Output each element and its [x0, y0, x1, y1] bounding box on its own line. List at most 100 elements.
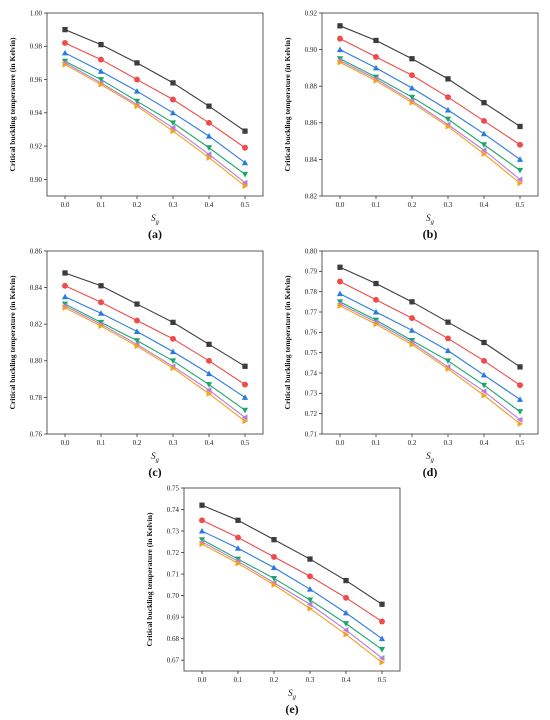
- series-1-point: [373, 280, 379, 287]
- series-2-point: [271, 553, 277, 560]
- x-tick-label: 0.3: [444, 201, 453, 209]
- series-6: [62, 61, 249, 190]
- series-3-point: [97, 310, 105, 316]
- series-2: [337, 278, 523, 389]
- series-2-line: [339, 38, 521, 146]
- y-tick-label: 0.78: [30, 394, 43, 402]
- x-tick-label: 0.0: [61, 439, 70, 447]
- panel-label: (d): [423, 465, 438, 478]
- series-1: [62, 27, 248, 134]
- series-2-point: [134, 317, 140, 324]
- series-1-point: [307, 556, 313, 562]
- y-tick-label: 0.73: [305, 390, 318, 398]
- series-5-line: [201, 541, 383, 659]
- panel-label: (e): [285, 702, 298, 716]
- y-tick-label: 0.72: [305, 410, 318, 418]
- x-tick-label: 0.0: [336, 201, 345, 209]
- series-6-line: [64, 307, 246, 422]
- series-3-point: [342, 609, 350, 616]
- plot-frame: [46, 12, 264, 197]
- series-5-point: [169, 124, 176, 131]
- y-tick-label: 0.79: [305, 268, 318, 276]
- series-2-point: [170, 96, 176, 103]
- series-3-point: [205, 370, 213, 377]
- series-3-point: [444, 106, 452, 113]
- series-2-point: [62, 40, 68, 46]
- series-3-point: [234, 545, 242, 551]
- series-3-point: [480, 130, 488, 137]
- series-2-point: [409, 315, 415, 322]
- series-3-point: [306, 586, 314, 592]
- series-2-point: [517, 382, 523, 389]
- series-1-point: [271, 537, 277, 543]
- x-tick-label: 0.5: [241, 201, 250, 209]
- series-1-point: [517, 123, 523, 130]
- series-5-point: [241, 179, 248, 186]
- series-2-point: [235, 534, 241, 541]
- series-4-point: [378, 646, 386, 653]
- series-1: [62, 270, 248, 369]
- series-5-point: [516, 416, 523, 423]
- series-2-point: [337, 35, 343, 42]
- series-3-point: [408, 84, 416, 91]
- series-4: [336, 299, 524, 415]
- y-tick-label: 0.88: [305, 83, 318, 91]
- series-6-point: [373, 321, 380, 328]
- series-1-point: [242, 128, 248, 134]
- series-2-point: [373, 53, 379, 60]
- x-tick-label: 0.2: [133, 201, 142, 209]
- series-3-point: [97, 68, 105, 74]
- series-4-point: [408, 337, 416, 344]
- series-3-point: [133, 328, 141, 334]
- series-6-point: [98, 322, 105, 330]
- y-tick-label: 0.84: [305, 156, 318, 164]
- plot-frame: [321, 250, 539, 435]
- series-6-point: [134, 103, 141, 110]
- series-6: [199, 540, 386, 666]
- plot-frame: [46, 250, 264, 435]
- series-2: [62, 40, 248, 151]
- series-4: [61, 58, 249, 178]
- series-3-line: [339, 49, 521, 160]
- series-1-point: [481, 100, 487, 106]
- panel-label: (a): [148, 227, 162, 240]
- series-6-point: [170, 128, 177, 135]
- y-tick-label: 0.76: [305, 329, 318, 337]
- x-tick-label: 0.4: [480, 201, 489, 209]
- series-6-point: [170, 365, 177, 372]
- y-tick-label: 0.77: [305, 308, 318, 316]
- series-6-point: [337, 302, 344, 309]
- x-tick-label: 0.1: [372, 439, 381, 447]
- series-4-line: [64, 60, 246, 175]
- series-2-point: [373, 296, 379, 303]
- y-tick-label: 0.68: [167, 635, 180, 643]
- x-tick-label: 0.5: [241, 439, 250, 447]
- series-3-line: [64, 296, 246, 398]
- y-tick-label: 0.76: [30, 430, 43, 438]
- series-4-point: [516, 409, 524, 415]
- y-tick-label: 0.71: [167, 571, 180, 579]
- chart-panel-a: 0.90 0.92 0.94 0.96 0.98 1.00 0.0 0.1 0.2 0.3 0.4 0…: [8, 9, 264, 240]
- series-1-point: [445, 76, 451, 82]
- series-2-point: [481, 118, 487, 124]
- series-1-point: [206, 341, 212, 347]
- chart-panel-d: 0.71 0.72 0.73 0.74 0.75 0.76 0.77 0.78 0.79 0.80…: [283, 247, 539, 478]
- series-4-line: [201, 539, 383, 650]
- x-tick-label: 0.4: [342, 676, 351, 684]
- series-5-point: [342, 626, 349, 634]
- series-4-line: [339, 301, 521, 413]
- series-1: [337, 23, 523, 130]
- y-tick-label: 0.90: [305, 46, 318, 54]
- series-3-line: [339, 293, 521, 400]
- x-tick-label: 0.2: [133, 439, 142, 447]
- series-1-point: [337, 23, 343, 29]
- x-tick-label: 0.1: [372, 201, 381, 209]
- series-4-line: [64, 303, 246, 411]
- series-3: [336, 290, 524, 402]
- x-axis-label: Sg: [426, 451, 435, 464]
- series-6-point: [409, 341, 416, 348]
- series-2-point: [481, 357, 487, 364]
- series-3-point: [372, 64, 380, 71]
- x-axis-label: Sg: [151, 213, 160, 226]
- series-2-point: [445, 335, 451, 342]
